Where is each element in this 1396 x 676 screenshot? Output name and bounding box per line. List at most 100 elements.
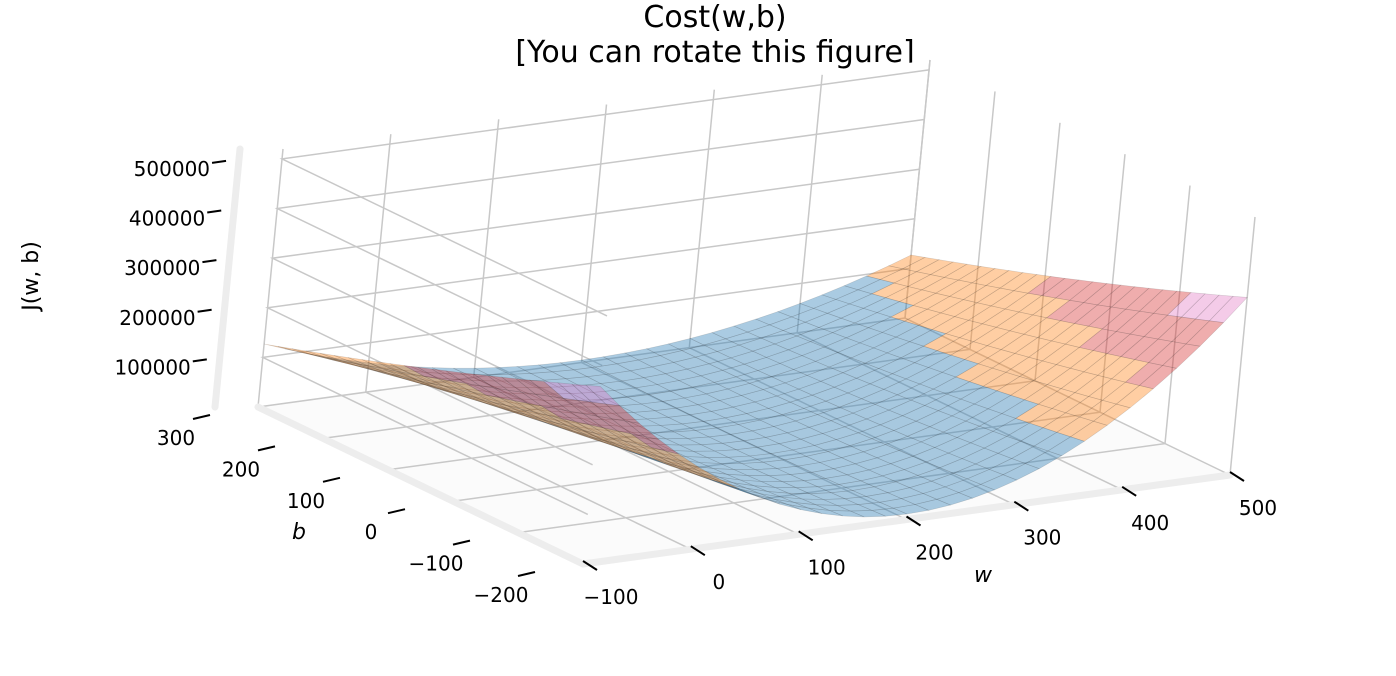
surface-patch: [818, 317, 856, 333]
surface-patch: [681, 344, 719, 358]
surface-patch: [575, 421, 610, 438]
surface-patch: [1083, 283, 1122, 306]
surface-patch: [533, 415, 569, 426]
surface-patch: [726, 382, 765, 396]
surface-patch: [711, 479, 747, 493]
surface-patch: [741, 461, 777, 470]
z-tick: [211, 159, 227, 164]
grid-line-z: [265, 218, 915, 466]
surface-patch: [939, 458, 977, 474]
surface-patch: [615, 443, 651, 458]
surface-patch: [873, 481, 911, 494]
surface-patch: [1042, 412, 1081, 433]
surface-patch: [877, 357, 916, 375]
surface-patch: [940, 299, 979, 317]
surface-patch: [730, 350, 768, 365]
surface-patch: [718, 395, 756, 408]
y-axis-label: b: [292, 520, 306, 545]
surface-patch: [737, 419, 775, 432]
surface-patch: [720, 463, 756, 470]
surface-patch: [388, 373, 424, 383]
surface-patch: [881, 469, 919, 483]
surface-patch: [601, 441, 637, 453]
surface-patch: [602, 439, 637, 454]
surface-patch: [1065, 396, 1104, 418]
surface-patch: [578, 383, 616, 393]
surface-patch: [927, 354, 966, 373]
surface-patch: [854, 457, 892, 471]
surface-patch: [946, 381, 985, 400]
surface-patch: [995, 311, 1034, 332]
surface-patch: [752, 493, 788, 505]
surface-patch: [551, 369, 589, 380]
surface-patch: [837, 342, 875, 359]
surface-patch: [691, 472, 726, 484]
surface-patch: [507, 392, 543, 401]
surface-patch: [694, 351, 732, 365]
w-tick-label: 400: [1131, 511, 1169, 535]
surface-patch: [453, 367, 489, 375]
surface-patch: [687, 436, 723, 446]
surface-patch: [464, 394, 500, 408]
b-tick-label: −100: [409, 552, 464, 576]
surface-patch: [557, 382, 593, 403]
surface-patch: [969, 430, 1008, 449]
surface-patch: [889, 455, 928, 470]
b-tick: [322, 476, 341, 483]
surface-patch: [728, 455, 764, 464]
surface-patch: [611, 412, 648, 421]
z-tick: [207, 209, 222, 214]
grid-line-z: [260, 267, 910, 516]
surface-patch: [852, 404, 890, 420]
surface-patch: [986, 330, 1025, 350]
surface-patch: [541, 405, 576, 422]
surface-patch: [753, 485, 789, 494]
surface-patch: [828, 357, 866, 374]
surface-patch: [799, 294, 837, 309]
z-tick-label: 300000: [124, 256, 200, 280]
surface-patch: [560, 426, 596, 437]
surface-patch: [1023, 384, 1062, 405]
surface-patch: [649, 457, 685, 471]
surface-patch: [691, 382, 729, 395]
surface-patch: [705, 388, 743, 401]
surface-patch: [788, 492, 824, 500]
grid-line-b: [322, 91, 996, 440]
surface-patch: [963, 345, 1002, 365]
surface-patch: [645, 416, 684, 426]
surface-patch: [1000, 333, 1039, 354]
surface-patch: [522, 379, 558, 388]
surface-patch: [586, 373, 624, 384]
surface-patch: [1208, 295, 1248, 323]
surface-patch: [922, 333, 961, 352]
surface-patch: [908, 480, 946, 494]
surface-patch: [860, 388, 899, 405]
surface-patch: [590, 412, 626, 421]
surface-patch: [607, 370, 645, 382]
surface-patch: [1101, 308, 1141, 332]
grid-line-z: [269, 168, 920, 416]
surface-patch: [853, 312, 892, 329]
surface-patch: [549, 393, 586, 401]
surface-patch: [857, 279, 896, 295]
surface-patch: [519, 414, 555, 426]
surface-patch: [656, 380, 694, 392]
chart-subtitle: [You can rotate this figure]: [515, 35, 915, 70]
surface-patch: [832, 463, 870, 476]
surface-patch: [1134, 338, 1173, 363]
surface-patch: [787, 504, 823, 514]
surface-patch: [595, 436, 631, 446]
surface-patch: [609, 436, 644, 453]
surface-patch: [816, 406, 854, 422]
surface-patch: [298, 351, 334, 361]
surface-patch: [493, 386, 529, 395]
surface-patch: [486, 375, 522, 393]
surface-patch: [582, 418, 618, 427]
surface-patch: [430, 386, 465, 397]
surface-patch: [784, 375, 822, 390]
surface-patch: [1064, 325, 1104, 348]
surface-patch: [1124, 287, 1164, 312]
surface-patch: [326, 357, 362, 368]
b-tick-label: 300: [157, 426, 195, 450]
